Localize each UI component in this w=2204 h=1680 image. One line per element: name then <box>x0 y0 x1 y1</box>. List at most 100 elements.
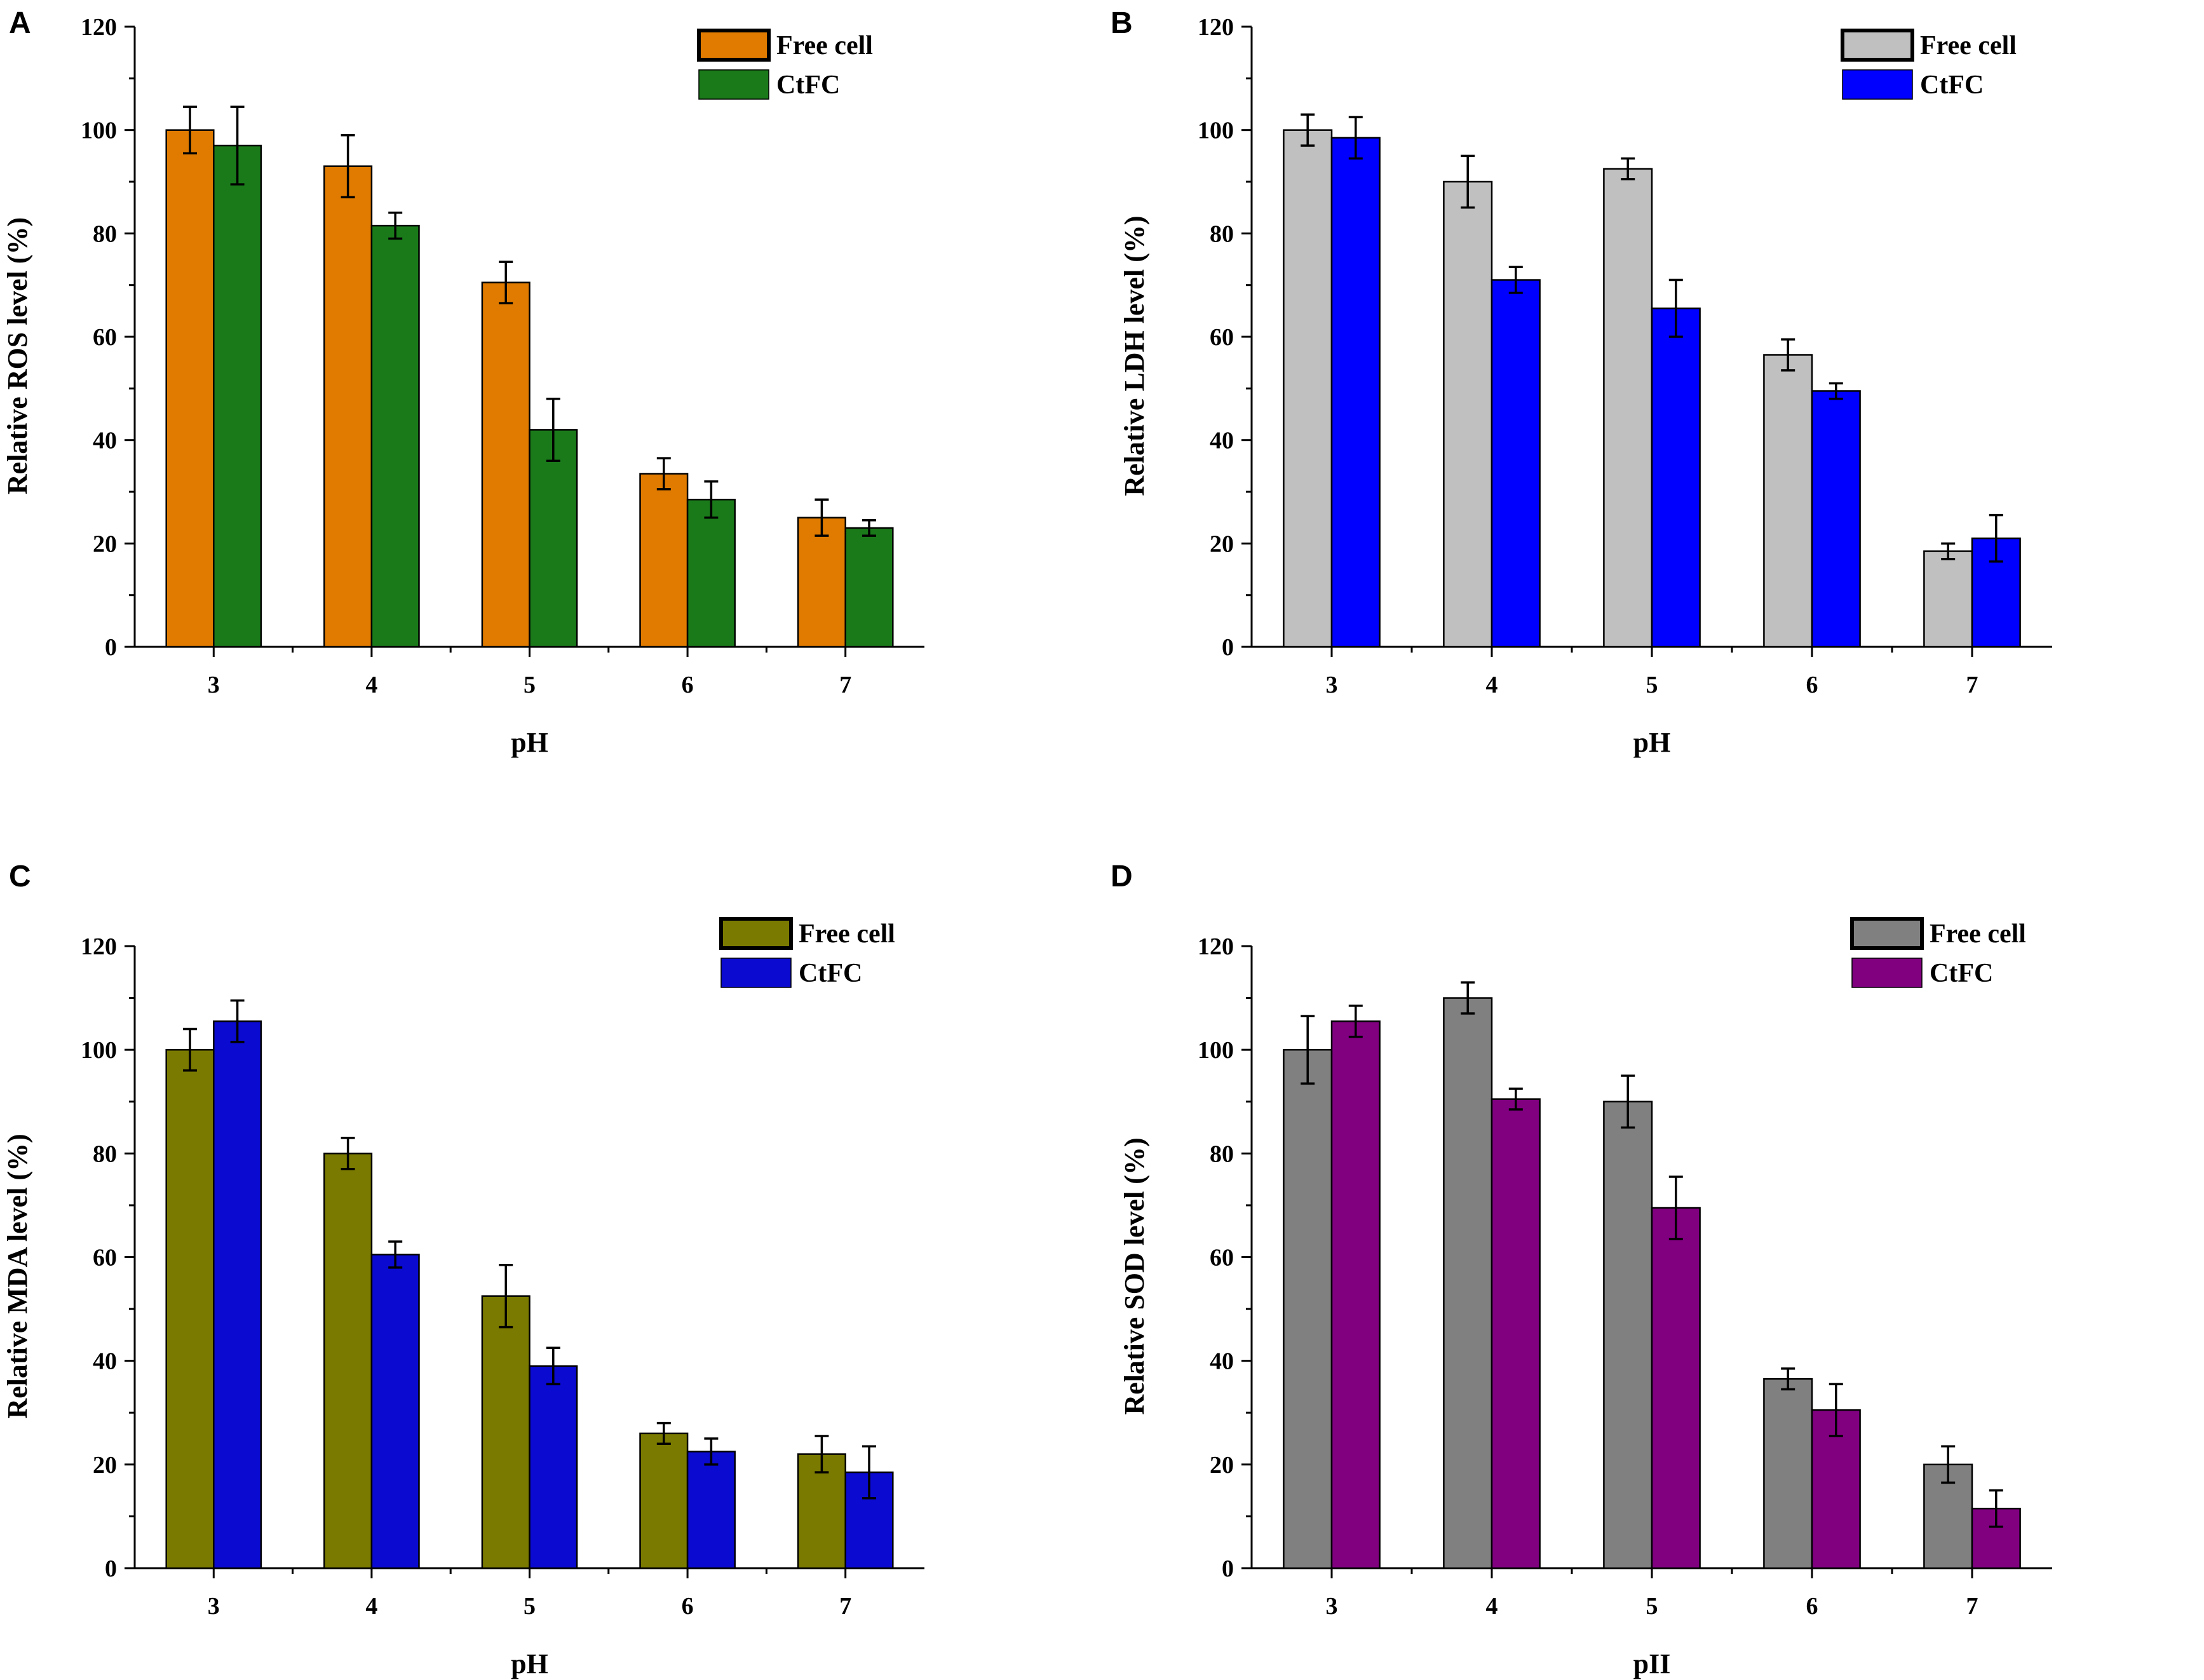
legend-label: Free cell <box>1930 919 2026 949</box>
bar-ctfc <box>686 498 736 648</box>
legend-label: CtFC <box>776 71 840 100</box>
bar-ctfc <box>1651 1207 1701 1569</box>
y-tick-label: 80 <box>1210 1141 1234 1167</box>
chart-panel-d: D 0 20 40 60 80 100 120 Relative SOD level (%) 3 4… <box>1111 860 2052 1679</box>
bar-ctfc <box>213 144 262 648</box>
x-axis-title: pH <box>511 727 548 758</box>
x-axis-title: pH <box>1633 727 1671 758</box>
bar-free-cell <box>1763 354 1813 648</box>
y-tick-label: 120 <box>81 933 117 960</box>
y-tick-label: 100 <box>1198 1037 1234 1064</box>
x-tick-label: 5 <box>524 1593 536 1620</box>
y-tick-label: 40 <box>93 1348 117 1375</box>
x-tick-label: 5 <box>524 672 536 698</box>
bar-free-cell <box>481 281 531 648</box>
x-tick-label: 3 <box>1326 672 1338 698</box>
x-tick-label: 4 <box>1486 672 1498 698</box>
y-tick-label: 0 <box>1222 1555 1234 1582</box>
y-tick-label: 100 <box>81 1037 117 1064</box>
x-tick-label: 7 <box>839 1593 851 1620</box>
x-tick-label: 3 <box>208 1593 220 1620</box>
y-tick-label: 0 <box>105 634 117 661</box>
x-axis-title: pII <box>1633 1648 1671 1679</box>
bar-free-cell <box>797 517 846 648</box>
x-tick-label: 6 <box>1806 1593 1818 1620</box>
bar-free-cell <box>165 1048 215 1569</box>
bar-ctfc <box>1491 1098 1541 1569</box>
legend-label: CtFC <box>1930 959 1993 988</box>
panel-letter: D <box>1111 860 1133 893</box>
y-tick-label: 80 <box>1210 220 1234 247</box>
y-tick-label: 100 <box>1198 118 1234 144</box>
y-tick-label: 20 <box>1210 531 1234 557</box>
panel-letter: B <box>1111 6 1133 40</box>
y-tick-label: 40 <box>1210 428 1234 454</box>
bar-ctfc <box>529 429 578 648</box>
y-tick-label: 20 <box>1210 1452 1234 1479</box>
bar-free-cell <box>639 473 689 648</box>
bar-ctfc <box>686 1451 736 1569</box>
bar-free-cell <box>1443 997 1493 1569</box>
x-tick-label: 7 <box>1966 1593 1978 1620</box>
legend-swatch-free-cell <box>1850 917 1924 950</box>
chart-panel-a: A 0 20 40 60 80 100 120 Relative ROS level (%) 3 4… <box>2 6 924 758</box>
legend-label: CtFC <box>1920 71 1984 100</box>
x-tick-label: 4 <box>365 1593 377 1620</box>
legend-swatch-free-cell <box>1841 29 1914 62</box>
x-tick-label: 3 <box>1326 1593 1338 1620</box>
x-tick-label: 6 <box>682 672 694 698</box>
y-tick-label: 20 <box>93 531 117 557</box>
bar-ctfc <box>1811 390 1861 648</box>
y-tick-label: 20 <box>93 1452 117 1479</box>
y-tick-label: 60 <box>1210 324 1234 351</box>
y-tick-label: 100 <box>81 118 117 144</box>
bar-free-cell <box>639 1432 689 1569</box>
chart-panel-c: C 0 20 40 60 80 100 120 Relative MDA level (%) 3 4… <box>2 860 924 1679</box>
y-tick-label: 60 <box>93 324 117 351</box>
bar-free-cell <box>323 1153 373 1569</box>
bar-free-cell <box>165 129 215 648</box>
y-tick-label: 60 <box>93 1245 117 1271</box>
y-tick-label: 120 <box>81 14 117 41</box>
x-tick-label: 4 <box>365 672 377 698</box>
bar-ctfc <box>1330 1020 1381 1569</box>
bar-free-cell <box>1283 1048 1333 1569</box>
y-tick-label: 80 <box>93 220 117 247</box>
legend-swatch-ctfc <box>720 958 792 988</box>
y-tick-label: 0 <box>1222 634 1234 661</box>
legend-swatch-ctfc <box>1842 69 1913 100</box>
bar-ctfc <box>1651 308 1701 648</box>
bar-free-cell <box>1763 1378 1813 1569</box>
y-tick-label: 0 <box>105 1555 117 1582</box>
legend-swatch-ctfc <box>1851 958 1923 988</box>
legend-swatch-ctfc <box>698 69 769 100</box>
chart-panel-b: B 0 20 40 60 80 100 120 Relative LDH level (%) 3 4… <box>1111 6 2052 758</box>
bar-ctfc <box>370 1254 420 1569</box>
y-axis-title: Relative SOD level (%) <box>1119 1137 1150 1414</box>
legend-swatch-free-cell <box>697 29 771 62</box>
x-tick-label: 6 <box>1806 672 1818 698</box>
x-tick-label: 3 <box>208 672 220 698</box>
x-tick-label: 7 <box>839 672 851 698</box>
x-tick-label: 7 <box>1966 672 1978 698</box>
x-axis-title: pH <box>511 1648 548 1679</box>
legend-label: CtFC <box>799 959 862 988</box>
x-tick-label: 5 <box>1646 1593 1658 1620</box>
bar-free-cell <box>481 1295 531 1569</box>
bar-ctfc <box>370 224 420 648</box>
bar-ctfc <box>1491 279 1541 648</box>
y-tick-label: 60 <box>1210 1245 1234 1271</box>
y-tick-label: 80 <box>93 1141 117 1167</box>
bar-ctfc <box>529 1365 578 1569</box>
x-tick-label: 6 <box>682 1593 694 1620</box>
bar-free-cell <box>1603 1101 1653 1569</box>
y-axis-title: Relative LDH level (%) <box>1119 215 1150 496</box>
bar-free-cell <box>323 165 373 648</box>
legend-label: Free cell <box>776 31 873 60</box>
panel-letter: C <box>9 860 31 893</box>
bar-free-cell <box>1923 550 1973 648</box>
bar-ctfc <box>1330 137 1381 648</box>
x-tick-label: 5 <box>1646 672 1658 698</box>
y-tick-label: 120 <box>1198 933 1234 960</box>
legend-label: Free cell <box>799 919 895 949</box>
